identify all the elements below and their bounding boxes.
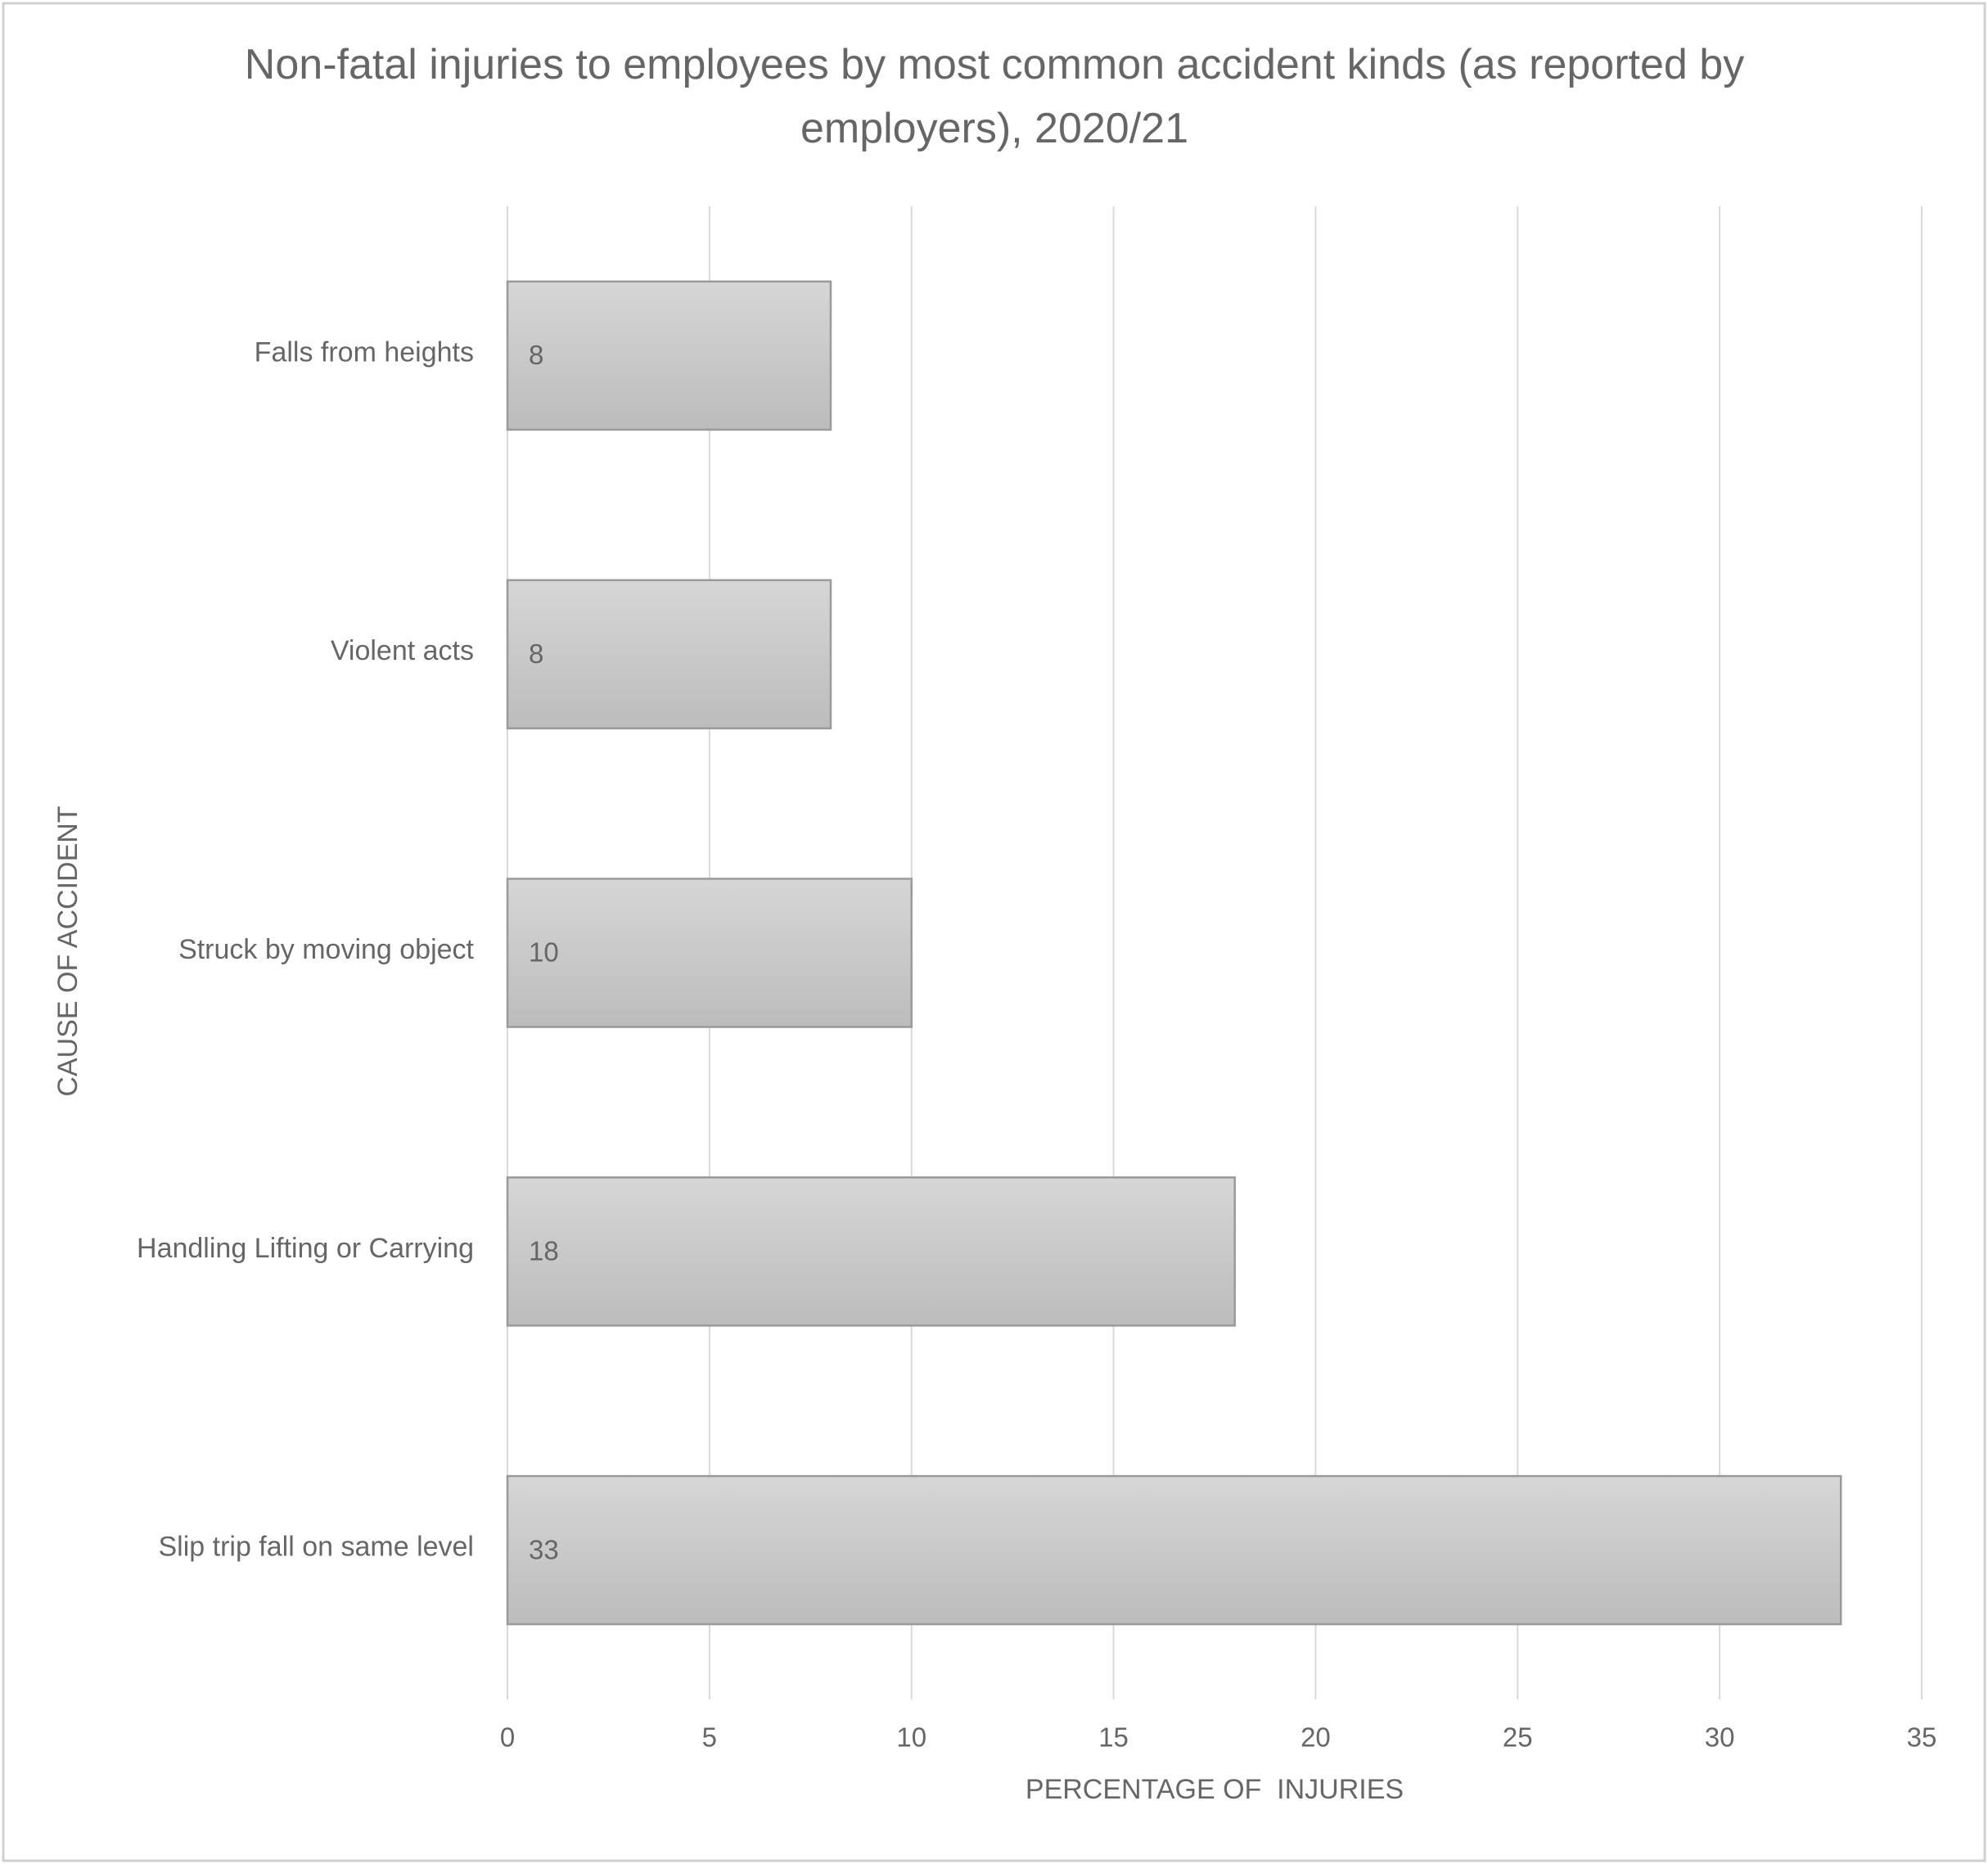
x-axis-label: PERCENTAGE OF INJURIES xyxy=(1026,1774,1404,1805)
y-tick-label: Slip trip fall on same level xyxy=(158,1532,474,1563)
bar xyxy=(506,1474,1842,1626)
data-label: 8 xyxy=(529,340,543,370)
bar xyxy=(506,1176,1236,1327)
x-tick-label: 0 xyxy=(500,1722,515,1753)
data-label: 18 xyxy=(529,1236,559,1266)
bar xyxy=(506,579,832,729)
x-tick-label: 25 xyxy=(1503,1722,1533,1753)
x-tick-label: 20 xyxy=(1301,1722,1331,1753)
y-tick-label: Handling Lifting or Carrying xyxy=(137,1233,474,1264)
data-label: 8 xyxy=(529,639,543,669)
bar xyxy=(506,280,832,431)
y-axis-label: CAUSE OF ACCIDENT xyxy=(52,806,83,1096)
y-tick-label: Falls from heights xyxy=(255,336,474,368)
data-label: 33 xyxy=(529,1534,559,1564)
x-tick-label: 15 xyxy=(1098,1722,1129,1753)
x-tick-label: 35 xyxy=(1907,1722,1937,1753)
x-tick-label: 30 xyxy=(1705,1722,1735,1753)
y-tick-label: Struck by moving object xyxy=(178,934,474,965)
data-label: 10 xyxy=(529,937,559,968)
chart-title: Non-fatal injuries to employees by most … xyxy=(244,41,1745,152)
x-tick-label: 10 xyxy=(896,1722,926,1753)
x-tick-label: 5 xyxy=(702,1722,717,1753)
bar xyxy=(506,878,913,1028)
y-tick-label: Violent acts xyxy=(331,635,474,666)
